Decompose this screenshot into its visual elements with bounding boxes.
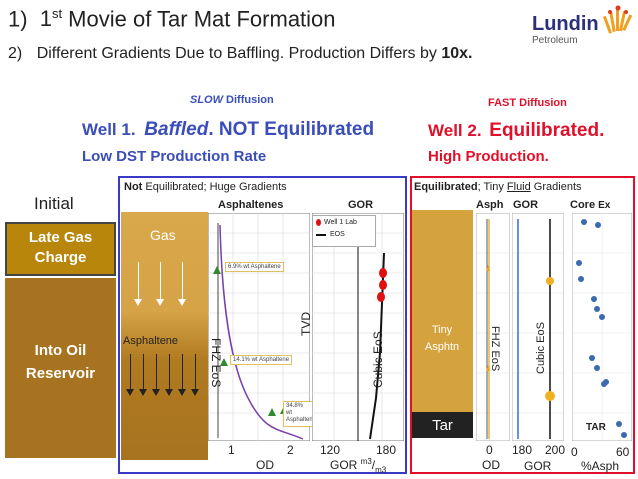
well1-gor-tick-2: 180	[376, 443, 397, 457]
well1-cubic-label: Cubic EoS	[371, 331, 385, 388]
legend-eos-text: EOS	[330, 231, 345, 238]
well2-tiny-label: Tiny Asphtn	[424, 324, 460, 353]
slow-diffusion-label: SLOW Diffusion	[190, 94, 274, 106]
oil-reservoir-text: Into Oil Reservoir	[25, 342, 96, 382]
well2-cubic-label: Cubic EoS	[535, 322, 547, 374]
well2-frame	[410, 176, 635, 474]
well2-gor-header: GOR	[513, 199, 539, 211]
asph-note-3: 34.8% wt Asphaltene	[283, 401, 316, 427]
asph-arrow-4	[165, 354, 173, 396]
well2-gor-tick-1: 180	[512, 443, 533, 457]
asph-arrow-3	[152, 354, 160, 396]
well2-production: High Production.	[428, 148, 549, 165]
title-line-1: 1) 1st Movie of Tar Mat Formation	[8, 6, 336, 32]
title-line-2: 2) Different Gradients Due to Baffling. …	[8, 45, 473, 62]
well2-caption: Equilibrated; Tiny Fluid Gradients	[414, 181, 582, 193]
oil-reservoir-box	[5, 278, 116, 458]
late-gas-charge-box	[5, 222, 116, 276]
asph-data-point	[220, 358, 228, 366]
well2-gor-axis-label: GOR	[524, 459, 552, 473]
logo-subtitle: Petroleum	[532, 35, 578, 46]
well1-gor-axis-label: GOR m3/m3	[330, 457, 387, 475]
well2-asph-header: Asph	[476, 199, 504, 211]
well1-frame	[118, 176, 407, 474]
well2-core-header: Core Ex	[570, 199, 611, 211]
well2-tar-small: TAR	[586, 422, 606, 433]
legend-lab-text: Well 1 Lab	[324, 219, 357, 226]
asph-data-point	[268, 408, 276, 416]
well1-od-tick-1: 1	[228, 443, 235, 457]
well2-core-plot	[572, 213, 632, 441]
well2-od-label: OD	[482, 458, 500, 472]
well1-reservoir-column	[121, 212, 208, 460]
well1-asphaltene-label: Asphaltene	[123, 335, 179, 347]
asph-arrow-2	[139, 354, 147, 396]
well2-asph-plot	[476, 213, 510, 441]
well1-gor-header: GOR	[348, 199, 374, 211]
late-gas-charge-text: Late Gas Charge	[28, 229, 93, 267]
well1-gor-plot	[312, 213, 404, 441]
well2-pct-tick-1: 0	[571, 445, 578, 459]
well2-gor-tick-2: 200	[545, 443, 566, 457]
gas-arrow-2	[156, 262, 164, 306]
well1-caption: Not Equilibrated; Huge Gradients	[124, 181, 287, 193]
well1-production: Low DST Production Rate	[82, 148, 267, 165]
asph-arrow-5	[178, 354, 186, 396]
well1-heading: Well 1. Baffled. NOT Equilibrated	[82, 119, 375, 140]
well2-pct-tick-2: 60	[616, 445, 630, 459]
gor-legend	[312, 215, 376, 247]
tar-box	[412, 412, 473, 438]
well1-gas-label: Gas	[150, 227, 176, 243]
well1-gor-tick-1: 120	[320, 443, 341, 457]
lundin-flame-icon	[602, 5, 633, 34]
well2-reservoir-column	[412, 210, 473, 438]
well1-asph-header: Asphaltenes	[218, 199, 284, 211]
well1-tvd-label: TVD	[299, 312, 313, 336]
fast-diffusion-label: FAST Diffusion	[488, 97, 567, 109]
well2-od-tick: 0	[486, 443, 493, 457]
red-dot-icon	[316, 219, 321, 226]
asph-note-2: 14.1% wt Asphaltene	[230, 355, 293, 365]
gas-arrow-3	[178, 262, 186, 306]
well1-od-tick-2: 2	[287, 443, 294, 457]
well1-asphaltene-plot	[208, 213, 310, 441]
asph-data-point	[213, 266, 221, 274]
well2-gor-plot	[512, 213, 564, 441]
well2-fhz-label: FHZ EoS	[489, 326, 501, 372]
tar-label: Tar	[432, 417, 453, 434]
asph-arrow-1	[126, 354, 134, 396]
well1-od-label: OD	[256, 458, 274, 472]
lundin-logo: Lundin Petroleum	[532, 5, 633, 52]
well1-fhz-label: FHZ EoS	[209, 338, 223, 388]
well2-pct-label: %Asph	[581, 459, 620, 473]
initial-label: Initial	[34, 194, 74, 213]
asph-note-1: 6.9% wt Asphaltene	[225, 262, 284, 272]
gas-arrow-1	[134, 262, 142, 306]
asph-arrow-6	[191, 354, 199, 396]
well2-heading: Well 2. Equilibrated.	[428, 120, 605, 141]
black-line-icon	[316, 234, 326, 236]
logo-name: Lundin	[532, 13, 599, 35]
